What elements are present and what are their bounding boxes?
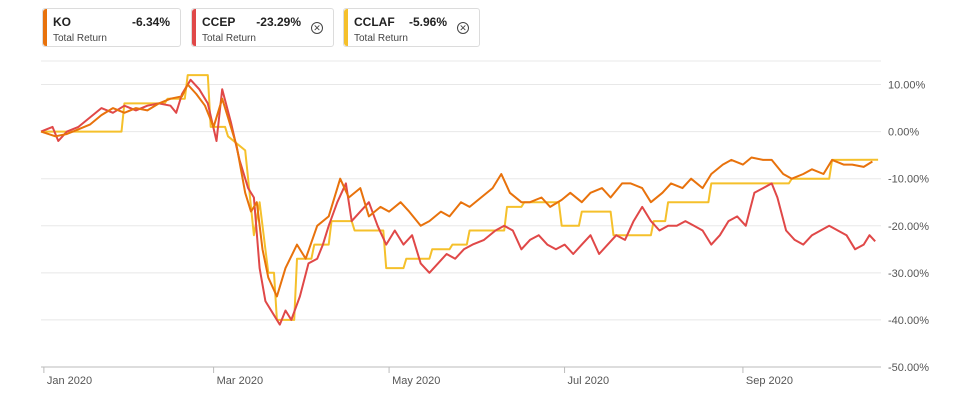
remove-series-icon[interactable]: ✕	[311, 22, 323, 34]
series-line-ko	[40, 83, 873, 298]
series-lines	[40, 74, 879, 326]
legend-card-ccep[interactable]: CCEP -23.29% Total Return ✕	[191, 8, 334, 47]
legend-card-cclaf[interactable]: CCLAF -5.96% Total Return ✕	[343, 8, 480, 47]
legend-color-bar	[344, 9, 348, 46]
x-tick-label: Jul 2020	[568, 375, 610, 387]
x-tick-label: Sep 2020	[746, 375, 793, 387]
y-tick-label: -50.00%	[888, 362, 929, 374]
legend-ticker: CCLAF	[354, 15, 395, 29]
y-tick-label: -20.00%	[888, 221, 929, 233]
y-tick-label: -30.00%	[888, 268, 929, 280]
legend-metric: Total Return	[53, 33, 107, 44]
y-tick-label: -10.00%	[888, 174, 929, 186]
legend-card-ko[interactable]: KO -6.34% Total Return	[42, 8, 181, 47]
series-line-ccep	[40, 78, 876, 326]
legend-return: -23.29%	[256, 15, 301, 29]
legend-metric: Total Return	[354, 33, 408, 44]
legend-return: -5.96%	[408, 15, 447, 29]
y-tick-label: -40.00%	[888, 315, 929, 327]
x-tick-label: May 2020	[392, 375, 440, 387]
x-tick-label: Mar 2020	[217, 375, 263, 387]
legend-return: -6.34%	[131, 15, 170, 29]
x-tick-label: Jan 2020	[47, 375, 92, 387]
grid	[41, 60, 881, 321]
legend-color-bar	[192, 9, 196, 46]
remove-series-icon[interactable]: ✕	[457, 22, 469, 34]
legend-metric: Total Return	[202, 33, 256, 44]
y-axis: 10.00% 0.00% -10.00% -20.00% -30.00% -40.00% -…	[888, 80, 929, 374]
legend-ticker: CCEP	[202, 15, 236, 29]
x-axis: Jan 2020 Mar 2020 May 2020 Jul 2020 Sep 2020	[41, 366, 881, 387]
y-tick-label: 10.00%	[888, 80, 926, 92]
legend-color-bar	[43, 9, 47, 46]
y-tick-label: 0.00%	[888, 127, 919, 139]
legend-ticker: KO	[53, 15, 71, 29]
